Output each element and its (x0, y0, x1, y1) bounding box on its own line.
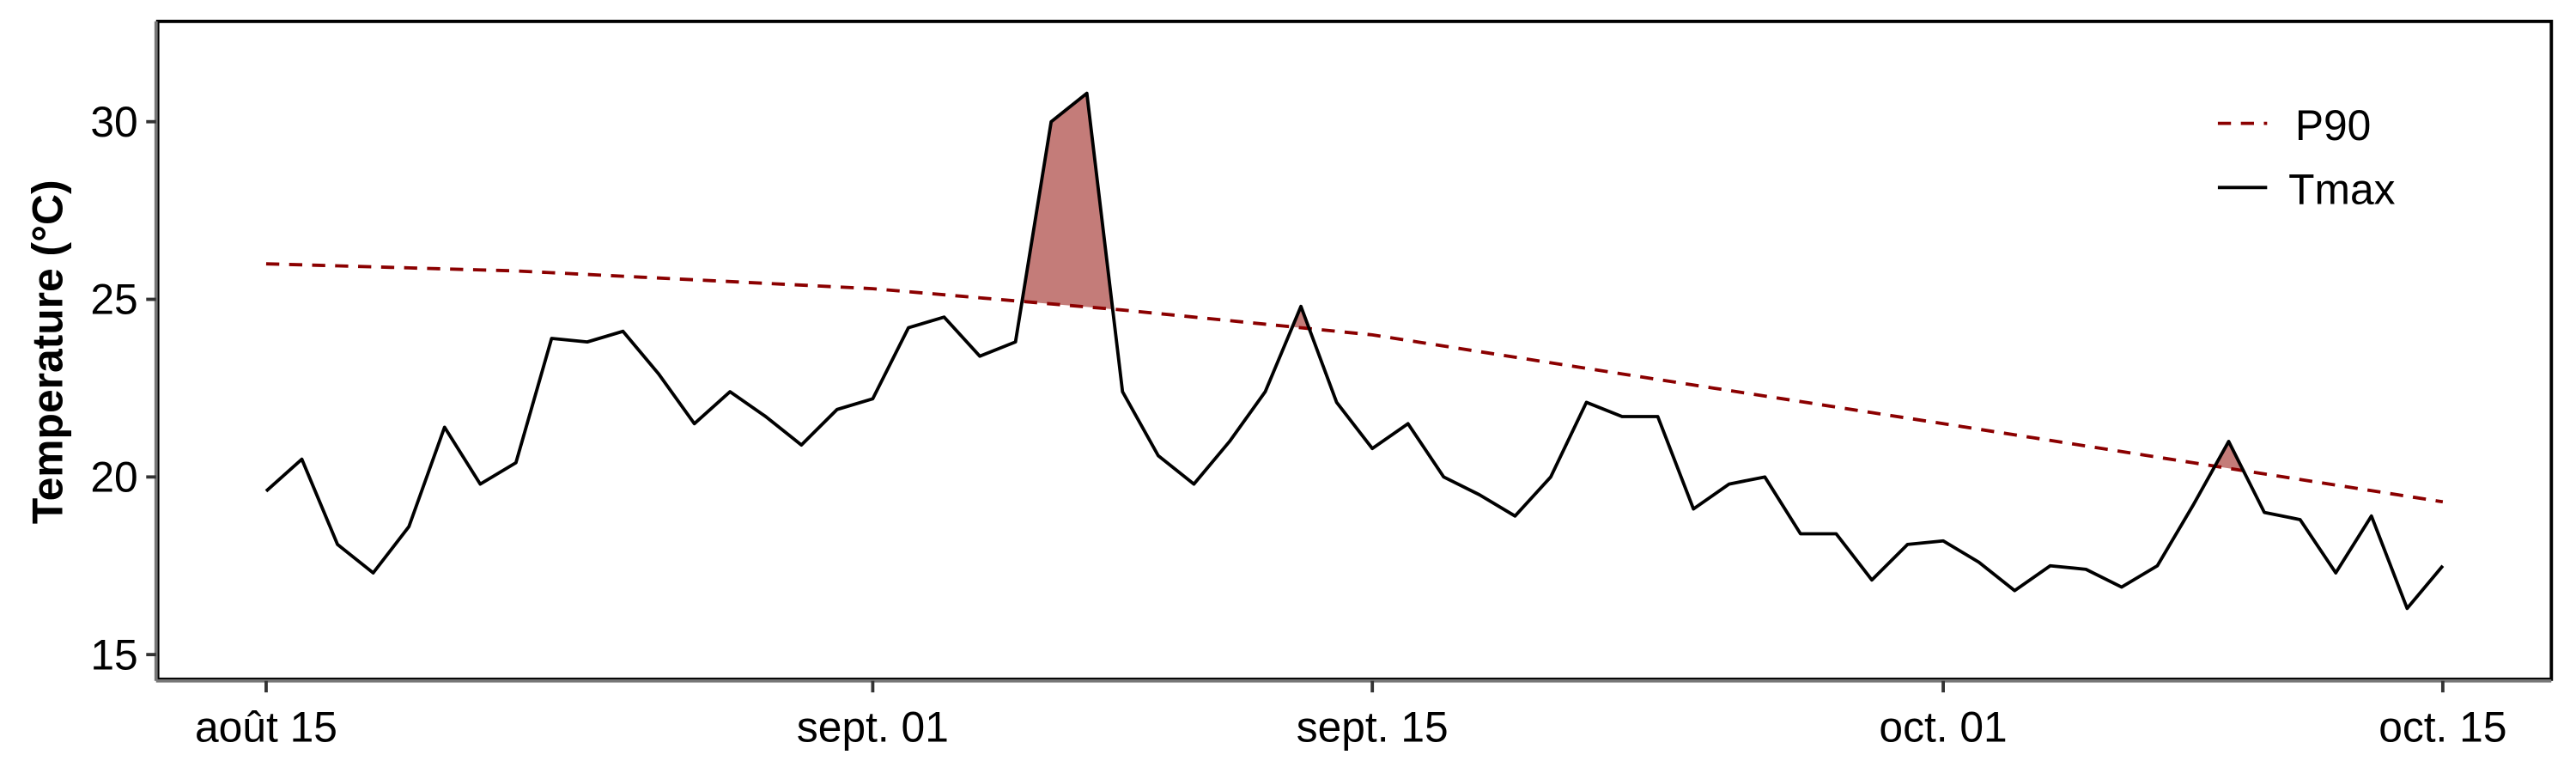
y-tick-label: 25 (90, 276, 137, 324)
legend-tmax-label: Tmax (2288, 165, 2395, 213)
y-tick-label: 20 (90, 453, 137, 502)
x-tick-label: oct. 01 (1879, 703, 2007, 752)
p90-line (265, 262, 2444, 504)
x-tick-label: sept. 01 (797, 703, 949, 752)
x-tick-label: août 15 (195, 703, 337, 752)
y-axis-label: Temperature (°C) (24, 180, 72, 524)
plot-panel (155, 19, 2554, 681)
x-tick-label: oct. 15 (2379, 703, 2506, 752)
x-tick-label: sept. 15 (1297, 703, 1449, 752)
tmax-line (264, 91, 2445, 611)
y-tick-label: 15 (90, 630, 137, 679)
exceedance-area (1292, 306, 1309, 329)
legend: P90 Tmax (2217, 101, 2396, 213)
legend-p90-label: P90 (2295, 101, 2371, 149)
exceedance-area (1022, 93, 1113, 309)
exceedance-area (2215, 441, 2244, 471)
y-tick-label: 30 (90, 98, 137, 146)
